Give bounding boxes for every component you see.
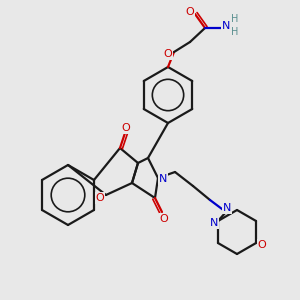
Text: O: O: [122, 123, 130, 133]
Text: N: N: [210, 218, 218, 228]
Text: O: O: [160, 214, 168, 224]
Text: O: O: [164, 49, 172, 59]
Text: O: O: [96, 193, 104, 203]
Text: H: H: [231, 14, 239, 24]
Text: O: O: [258, 240, 266, 250]
Text: N: N: [222, 21, 230, 31]
Text: N: N: [159, 174, 167, 184]
Text: O: O: [186, 7, 194, 17]
Text: H: H: [231, 27, 239, 37]
Text: N: N: [223, 203, 231, 213]
